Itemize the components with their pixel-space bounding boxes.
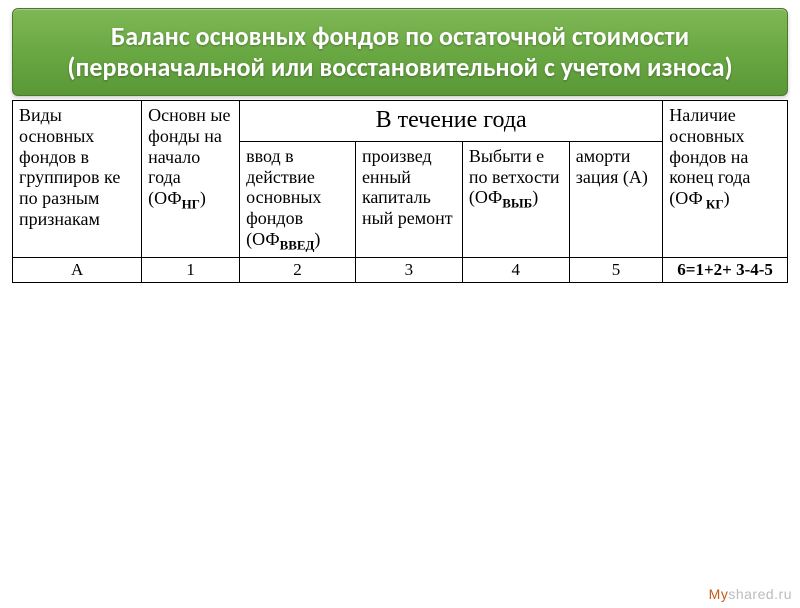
col-header-types: Виды основных фондов в группиров ке по р… [13, 101, 142, 258]
col1-sub: НГ [182, 197, 200, 212]
col-header-vvod: ввод в действие основных фондов (ОФВВЕД) [240, 141, 356, 257]
page-title: Баланс основных фондов по остаточной сто… [31, 21, 769, 83]
table-number-row: А 1 2 3 4 5 6=1+2+ 3-4-5 [13, 258, 788, 283]
col-header-remont: произвед енный капиталь ный ремонт [355, 141, 462, 257]
col2-post: ) [314, 229, 320, 249]
table-header-row-1: Виды основных фондов в группиров ке по р… [13, 101, 788, 142]
num-4: 4 [462, 258, 569, 283]
title-banner: Баланс основных фондов по остаточной сто… [12, 8, 788, 96]
num-6-formula: 6=1+2+ 3-4-5 [663, 258, 788, 283]
num-5: 5 [569, 258, 663, 283]
num-1: 1 [142, 258, 240, 283]
num-A: А [13, 258, 142, 283]
col2-text: ввод в действие основных фондов (ОФ [246, 146, 321, 249]
col-header-start-year: Основн ые фонды на начало года (ОФНГ) [142, 101, 240, 258]
col6-post: ) [724, 188, 730, 208]
col-header-vybytie: Выбыти е по ветхости (ОФВЫБ) [462, 141, 569, 257]
col1-text: Основн ые фонды на начало года (ОФ [148, 105, 230, 208]
num-3: 3 [355, 258, 462, 283]
col-header-end-year: Наличие основных фондов на конец года (О… [663, 101, 788, 258]
col2-sub: ВВЕД [280, 237, 315, 252]
col4-sub: ВЫБ [502, 196, 532, 211]
col1-post: ) [200, 188, 206, 208]
col6-sub: КГ [703, 197, 724, 212]
col-group-during-year: В течение года [240, 101, 663, 142]
balance-table: Виды основных фондов в группиров ке по р… [12, 100, 788, 282]
num-2: 2 [240, 258, 356, 283]
col6-text: Наличие основных фондов на конец года (О… [669, 105, 750, 208]
col-header-amort: аморти зация (А) [569, 141, 663, 257]
col4-post: ) [532, 187, 538, 207]
